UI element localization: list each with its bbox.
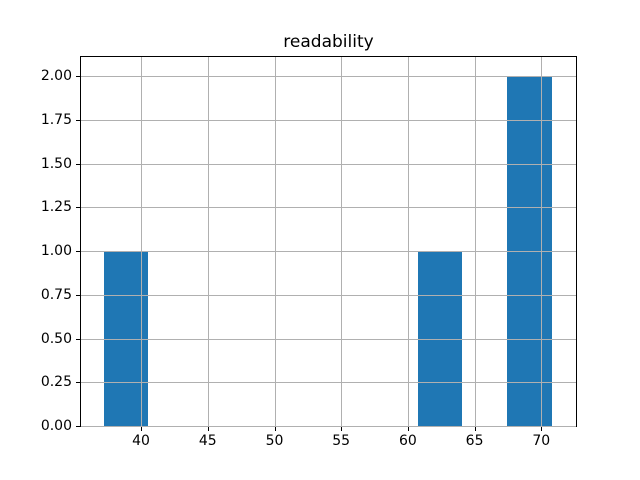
y-tick-mark xyxy=(76,338,80,340)
x-tick-label: 55 xyxy=(332,433,351,449)
x-tick-mark xyxy=(407,427,409,431)
y-tick-mark xyxy=(76,76,80,78)
x-tick-label: 50 xyxy=(265,433,284,449)
gridline-vertical xyxy=(274,57,276,426)
x-tick-mark xyxy=(141,427,142,431)
y-tick-label: 0.75 xyxy=(40,286,72,303)
gridline-horizontal xyxy=(81,338,576,340)
y-tick-mark xyxy=(76,294,80,296)
y-tick-mark xyxy=(76,426,80,427)
y-tick-label: 0.00 xyxy=(40,418,72,434)
gridline-vertical xyxy=(541,57,543,426)
x-tick-mark xyxy=(541,427,543,431)
gridline-vertical xyxy=(407,57,409,426)
gridline-vertical xyxy=(474,57,476,426)
y-tick-label: 1.75 xyxy=(40,112,72,128)
gridline-vertical xyxy=(341,57,343,426)
y-tick-mark xyxy=(76,207,80,209)
x-tick-mark xyxy=(474,427,476,431)
gridline-horizontal xyxy=(81,382,576,384)
gridline-vertical xyxy=(207,57,209,426)
y-tick-mark xyxy=(76,120,80,121)
x-tick-label: 65 xyxy=(465,433,484,449)
histogram-bar xyxy=(417,251,463,426)
x-tick-label: 70 xyxy=(532,433,551,449)
x-tick-mark xyxy=(207,427,209,431)
gridline-horizontal xyxy=(81,426,576,427)
gridline-horizontal xyxy=(81,251,576,253)
y-tick-label: 1.25 xyxy=(40,199,72,216)
gridline-horizontal xyxy=(81,163,576,165)
y-tick-mark xyxy=(76,251,80,253)
plot-area xyxy=(80,56,577,427)
y-tick-label: 1.50 xyxy=(40,155,72,172)
gridline-vertical xyxy=(141,57,142,426)
x-tick-mark xyxy=(274,427,276,431)
x-tick-label: 45 xyxy=(198,433,217,449)
gridline-horizontal xyxy=(81,120,576,121)
y-tick-label: 0.25 xyxy=(40,374,72,391)
chart-title: readability xyxy=(283,32,374,52)
x-tick-label: 60 xyxy=(398,433,417,449)
x-tick-label: 40 xyxy=(132,433,150,449)
y-tick-label: 0.50 xyxy=(40,330,72,347)
histogram-bar xyxy=(507,76,552,426)
y-tick-label: 2.00 xyxy=(40,68,72,85)
gridline-horizontal xyxy=(81,207,576,209)
x-tick-mark xyxy=(341,427,343,431)
y-tick-mark xyxy=(76,382,80,384)
y-tick-label: 1.00 xyxy=(40,243,72,260)
y-tick-mark xyxy=(76,163,80,165)
gridline-horizontal xyxy=(81,294,576,296)
gridline-horizontal xyxy=(81,76,576,78)
